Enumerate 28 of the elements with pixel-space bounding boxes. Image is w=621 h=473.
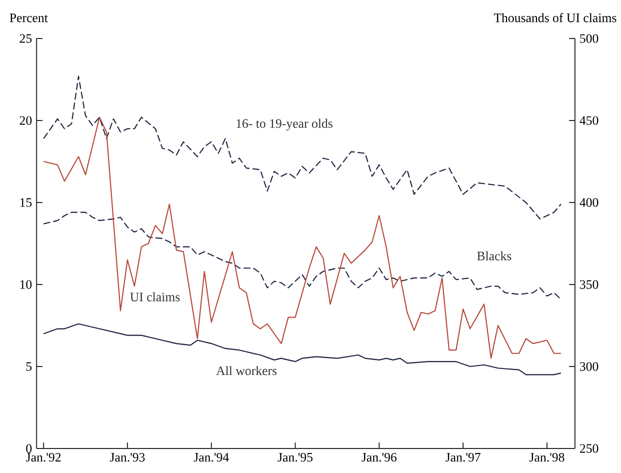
y-tick-label: 25 <box>20 34 32 43</box>
y-axis-title: Percent <box>10 14 48 22</box>
line-series <box>43 76 562 220</box>
x-tick-label: Jan.'92 <box>26 452 61 462</box>
series-label: 16- to 19-year olds <box>236 118 332 130</box>
line-series <box>43 212 562 300</box>
y2-axis-title: Thousands of UI claims <box>494 12 616 22</box>
y2-tick-label: 450 <box>580 116 598 125</box>
x-tick-label: Jan.'93 <box>110 452 145 462</box>
y2-tick-label: 500 <box>580 34 598 43</box>
x-tick-label: Jan.'94 <box>194 452 229 462</box>
y2-tick-label: 300 <box>580 362 598 371</box>
x-tick-label: Jan.'96 <box>362 452 397 462</box>
y2-tick-label: 250 <box>580 444 598 453</box>
y-tick-label: 0 <box>26 444 32 453</box>
line-series <box>43 116 562 359</box>
series-label: All workers <box>216 366 277 376</box>
y-tick-label: 20 <box>20 116 32 125</box>
y-tick-label: 10 <box>20 280 32 289</box>
series-label: UI claims <box>130 292 180 302</box>
x-tick-label: Jan.'95 <box>278 452 313 462</box>
y2-tick-label: 350 <box>580 280 598 289</box>
y2-tick-label: 400 <box>580 198 598 207</box>
y-tick-label: 15 <box>20 198 32 207</box>
series-label: Blacks <box>477 251 512 260</box>
y-tick-label: 5 <box>26 362 32 371</box>
x-tick-label: Jan.'98 <box>530 452 564 462</box>
x-tick-label: Jan.'97 <box>446 452 480 462</box>
